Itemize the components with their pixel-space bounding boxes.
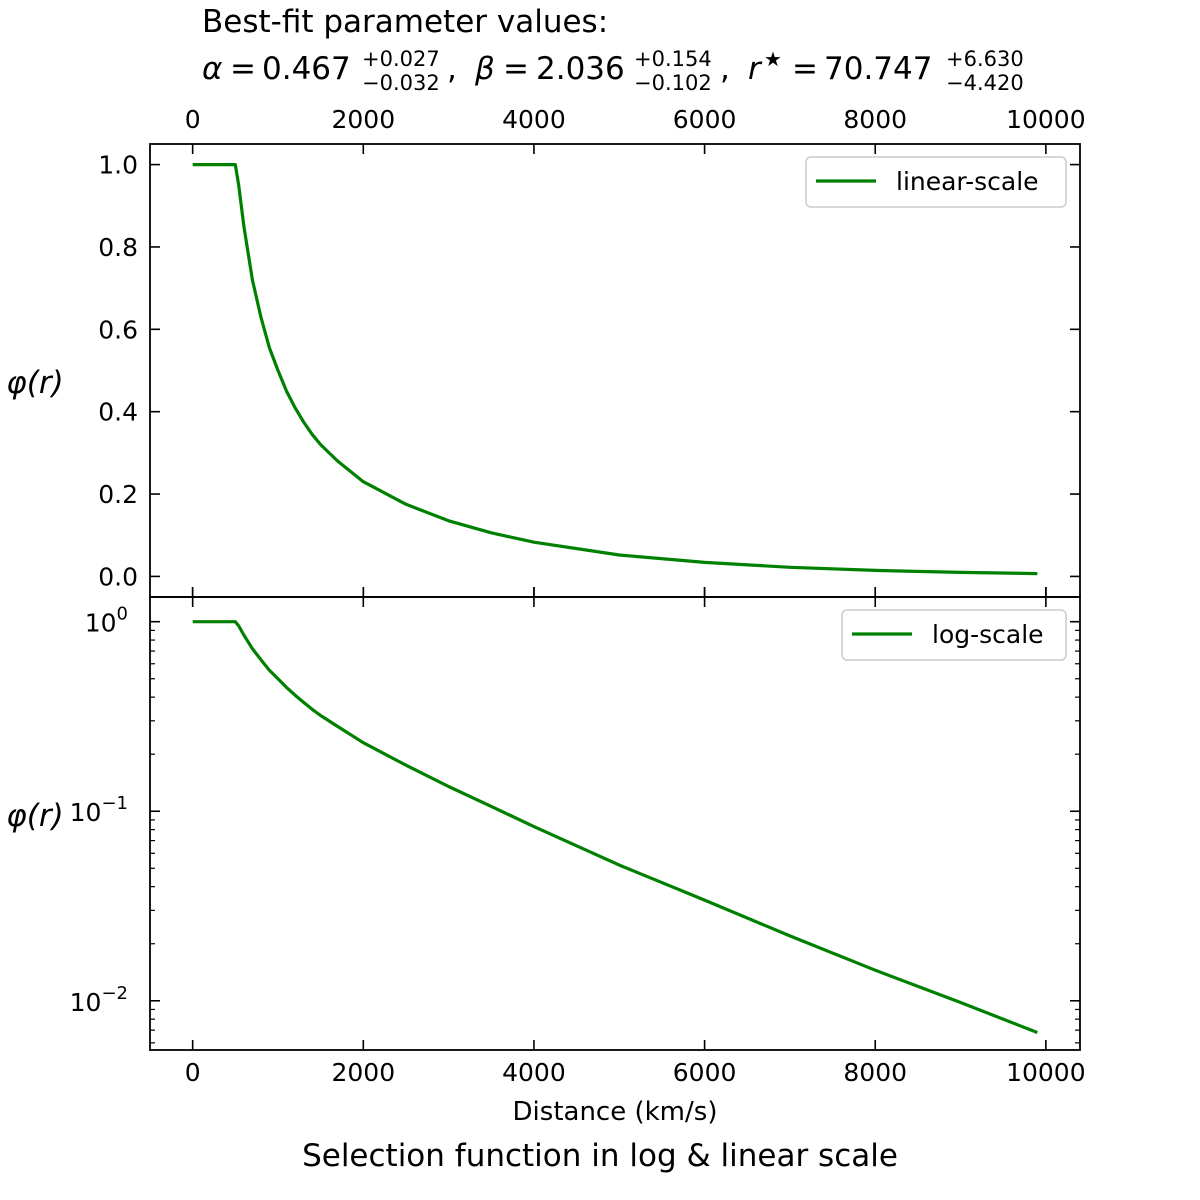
alpha-minus: −0.032 (362, 71, 440, 95)
y-tick-label: 0.0 (98, 562, 138, 591)
alpha-equals: = (230, 51, 256, 87)
beta-symbol: β (474, 51, 495, 87)
x-tick-label: 6000 (673, 105, 737, 134)
panel-log-frame (149, 596, 1081, 1051)
legend-log-box (841, 609, 1067, 661)
panel-linear: 0 2000 4000 6000 8000 10000 0.0 0.2 0.4 0.6 0.8 1.0… (6, 105, 1086, 598)
y-tick-label: 1.0 (98, 151, 138, 180)
panel-log-xlabel: Distance (km/s) (513, 1097, 718, 1127)
legend-log: log-scale (841, 609, 1067, 661)
panel-linear-series (192, 163, 1038, 576)
y-tick-label: 0.8 (98, 233, 138, 262)
y-tick-label: 100 (85, 604, 128, 638)
legend-linear: linear-scale (805, 156, 1067, 208)
beta-equals: = (503, 51, 529, 87)
legend-linear-box (805, 156, 1067, 208)
y-tick-label: 10−2 (70, 983, 128, 1017)
x-tick-label: 2000 (331, 1058, 395, 1087)
beta-plus: +0.154 (634, 47, 712, 71)
x-tick-label: 4000 (502, 105, 566, 134)
x-tick-label: 10000 (1006, 105, 1086, 134)
footer-title: Selection function in log & linear scale (302, 1138, 898, 1174)
panel-linear-ticks: 0 2000 4000 6000 8000 10000 0.0 0.2 0.4 0.6 0.8 1.0 (98, 105, 1086, 597)
x-tick-label: 0 (185, 1058, 201, 1087)
beta-value: 2.036 (536, 51, 625, 87)
y-tick-label: 0.4 (98, 398, 138, 427)
beta-comma: , (720, 51, 730, 87)
rstar-plus: +6.630 (946, 47, 1024, 71)
x-tick-label: 8000 (843, 1058, 907, 1087)
header-line1: Best-fit parameter values: (202, 4, 608, 40)
panel-log-series (192, 620, 1038, 1034)
x-tick-label: 4000 (502, 1058, 566, 1087)
panel-log-ylabel: φ(r) (6, 798, 63, 834)
panel-linear-frame (149, 143, 1081, 598)
series-line-linear-scale (192, 163, 1038, 576)
x-tick-label: 0 (185, 105, 201, 134)
rstar-value: 70.747 (824, 51, 932, 87)
panel-log: 0 2000 4000 6000 8000 10000 100 10−1 10−2 φ(r) D… (6, 587, 1086, 1127)
legend-log-label: log-scale (932, 620, 1044, 649)
x-tick-label: 6000 (673, 1058, 737, 1087)
x-tick-label: 2000 (331, 105, 395, 134)
beta-minus: −0.102 (634, 71, 712, 95)
panel-linear-ylabel: φ(r) (6, 365, 63, 401)
alpha-plus: +0.027 (362, 47, 440, 71)
alpha-comma: , (447, 51, 457, 87)
y-tick-label: 10−1 (70, 793, 128, 827)
y-tick-label: 0.6 (98, 315, 138, 344)
legend-linear-label: linear-scale (896, 167, 1039, 196)
alpha-value: 0.467 (262, 51, 351, 87)
header-params: α = 0.467 +0.027 −0.032 , β = 2.036 +0.1… (202, 47, 1024, 95)
rstar-star: ★ (764, 47, 782, 71)
series-line-log-scale (192, 620, 1038, 1034)
rstar-equals: = (792, 51, 818, 87)
rstar-minus: −4.420 (946, 71, 1024, 95)
rstar-symbol: r (748, 51, 763, 87)
y-tick-label: 0.2 (98, 480, 138, 509)
x-tick-label: 10000 (1006, 1058, 1086, 1087)
x-tick-label: 8000 (843, 105, 907, 134)
alpha-symbol: α (202, 51, 222, 87)
panel-log-ticks: 0 2000 4000 6000 8000 10000 100 10−1 10−2 (70, 587, 1086, 1087)
